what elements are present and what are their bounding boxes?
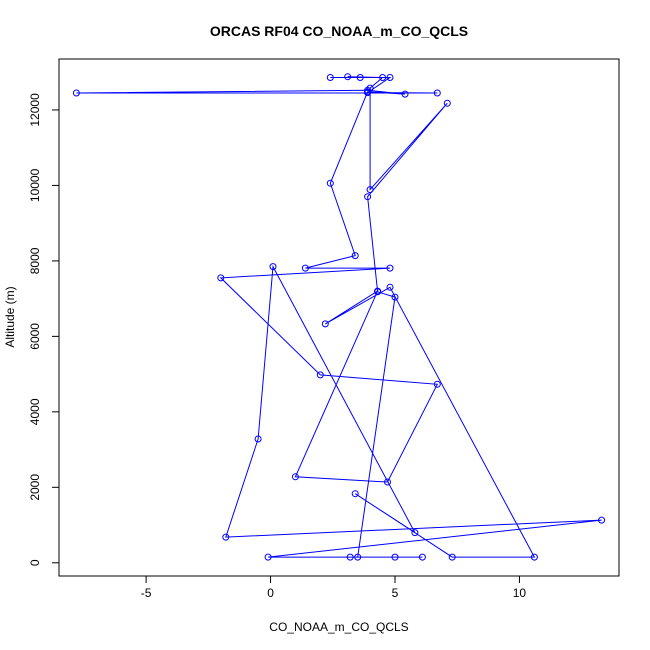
data-point [72,89,80,97]
data-point [346,553,354,561]
data-point [379,74,387,81]
x-tick-label: 5 [392,586,399,600]
data-point [354,553,362,561]
data-point [411,529,419,537]
data-point [364,193,372,201]
data-point [301,264,309,272]
series-line [76,76,602,558]
data-point [351,490,359,498]
x-axis: -5 0 5 10 [141,575,527,600]
x-axis-label: CO_NOAA_m_CO_QCLS [269,620,408,634]
data-series [72,73,606,561]
data-point [530,553,538,561]
data-point [264,553,272,561]
x-tick-label: 10 [513,586,527,600]
y-tick-label: 8000 [28,247,42,274]
data-point [321,320,329,328]
y-tick-label: 6000 [28,323,42,350]
x-tick-label: 0 [267,586,274,600]
data-point [391,553,399,561]
data-point [386,74,394,81]
y-tick-label: 10000 [28,168,42,202]
data-point [291,473,299,481]
y-tick-label: 2000 [28,474,42,501]
data-point [374,288,382,296]
plot-frame [58,58,620,577]
data-point [344,73,352,81]
data-point [448,553,456,561]
y-axis: 0 2000 4000 6000 8000 10000 12000 [28,93,60,566]
data-point [391,293,399,301]
data-point [418,553,426,561]
data-point [433,89,441,97]
data-point [217,274,225,282]
data-point [326,179,334,187]
y-axis-label: Altitude (m) [3,286,17,347]
y-tick-label: 4000 [28,398,42,425]
data-point [316,371,324,379]
data-point [401,90,409,98]
data-point [326,74,334,81]
data-point [386,264,394,272]
data-point [356,74,364,81]
data-point [269,263,277,271]
y-tick-label: 0 [28,559,42,566]
chart-title: ORCAS RF04 CO_NOAA_m_CO_QCLS [210,23,468,39]
x-tick-label: -5 [141,586,152,600]
data-point [366,84,374,92]
data-point [254,435,262,443]
data-point [386,283,394,291]
data-point [222,533,230,541]
data-point [384,478,391,486]
data-point [443,99,451,107]
data-point [433,380,441,388]
data-point [366,186,374,194]
y-tick-label: 12000 [28,93,42,127]
data-point [351,252,359,260]
data-point [598,516,606,524]
